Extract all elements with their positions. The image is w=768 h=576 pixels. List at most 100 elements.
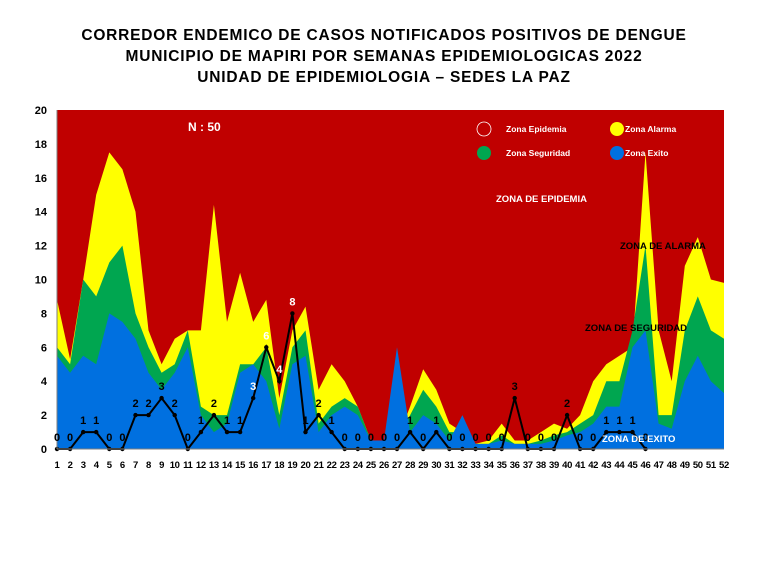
x-tick-label: 43: [601, 460, 611, 471]
casos-data-label: 6: [263, 330, 269, 342]
casos-data-label: 1: [616, 415, 622, 427]
casos-data-label: 0: [459, 432, 465, 444]
casos-point: [407, 429, 413, 435]
y-tick-label: 4: [41, 376, 48, 388]
x-tick-label: 29: [418, 460, 428, 471]
casos-data-label: 2: [132, 398, 138, 410]
casos-data-label: 0: [446, 432, 452, 444]
casos-point: [172, 412, 177, 418]
x-tick-label: 25: [366, 460, 377, 471]
casos-data-label: 0: [642, 432, 648, 444]
y-tick-label: 2: [41, 410, 47, 422]
y-tick-label: 16: [35, 173, 47, 185]
legend-label-epidemia: Zona Epidemia: [506, 124, 567, 134]
n-total-label: N : 50: [188, 120, 221, 134]
casos-point: [434, 429, 439, 435]
casos-point: [81, 429, 86, 435]
casos-point: [159, 395, 164, 401]
x-tick-label: 1: [55, 460, 61, 471]
casos-data-label: 0: [355, 432, 361, 444]
x-tick-label: 41: [575, 460, 586, 471]
zone-label-exito: ZONA DE EXITO: [602, 434, 675, 445]
x-tick-label: 2: [68, 460, 73, 471]
x-tick-label: 23: [340, 460, 350, 471]
casos-data-label: 0: [472, 432, 478, 444]
casos-data-label: 1: [302, 415, 308, 427]
zone-area-exito: [57, 313, 724, 449]
x-tick-label: 20: [301, 460, 311, 471]
x-tick-label: 22: [327, 460, 337, 471]
casos-data-label: 2: [316, 398, 322, 410]
casos-point: [329, 429, 334, 435]
legend-marker-epidemia: [476, 121, 492, 137]
x-tick-label: 38: [536, 460, 546, 471]
casos-data-label: 2: [145, 398, 151, 410]
casos-data-label: 8: [289, 296, 295, 308]
casos-point: [512, 395, 517, 401]
casos-point: [316, 412, 321, 418]
casos-point: [564, 412, 570, 418]
x-tick-label: 35: [497, 460, 508, 471]
y-tick-label: 6: [41, 342, 47, 354]
casos-data-label: 0: [577, 432, 583, 444]
casos-point: [630, 429, 635, 435]
chart-title-line2: MUNICIPIO DE MAPIRI POR SEMANAS EPIDEMIO…: [125, 48, 643, 65]
legend-label-seguridad: Zona Seguridad: [506, 148, 570, 158]
x-tick-label: 3: [81, 460, 86, 471]
zone-label-seguridad: ZONA DE SEGURIDAD: [585, 323, 687, 334]
x-tick-label: 19: [287, 460, 297, 471]
x-tick-label: 46: [641, 460, 651, 471]
x-tick-label: 12: [196, 460, 206, 471]
casos-data-label: 2: [172, 398, 178, 410]
y-tick-label: 0: [41, 444, 47, 456]
legend-marker-seguridad: [477, 146, 491, 160]
x-tick-label: 27: [392, 460, 402, 471]
casos-data-label: 0: [486, 432, 492, 444]
casos-data-label: 1: [629, 415, 635, 427]
x-tick-label: 18: [274, 460, 284, 471]
casos-data-label: 0: [420, 432, 426, 444]
x-tick-label: 32: [457, 460, 467, 471]
x-tick-label: 40: [562, 460, 572, 471]
casos-data-label: 2: [564, 398, 570, 410]
x-tick-label: 33: [471, 460, 481, 471]
zone-label-epidemia: ZONA DE EPIDEMIA: [496, 194, 587, 205]
casos-data-label: 0: [525, 432, 531, 444]
x-tick-label: 36: [510, 460, 520, 471]
x-tick-label: 52: [719, 460, 729, 471]
casos-point: [617, 429, 622, 435]
casos-data-label: 3: [250, 381, 256, 393]
casos-point: [211, 412, 217, 418]
zone-label-alarma: ZONA DE ALARMA: [620, 241, 706, 252]
x-tick-label: 31: [444, 460, 455, 471]
x-tick-label: 11: [183, 460, 193, 471]
casos-point: [604, 429, 609, 435]
y-tick-label: 14: [35, 207, 48, 219]
casos-point: [303, 429, 308, 435]
casos-data-label: 1: [198, 415, 204, 427]
legend: Zona Epidemia Zona Alarma Zona Seguridad…: [476, 121, 676, 160]
x-tick-label: 28: [405, 460, 415, 471]
y-tick-label: 10: [35, 275, 47, 287]
casos-data-label: 0: [106, 432, 112, 444]
x-tick-label: 14: [222, 460, 233, 471]
x-tick-label: 6: [120, 460, 125, 471]
casos-point: [264, 345, 269, 350]
casos-data-label: 0: [67, 432, 73, 444]
chart-title-line3: UNIDAD DE EPIDEMIOLOGIA – SEDES LA PAZ: [197, 69, 571, 86]
x-tick-label: 13: [209, 460, 219, 471]
casos-data-label: 0: [551, 432, 557, 444]
casos-data-label: 0: [185, 432, 191, 444]
x-tick-label: 5: [107, 460, 113, 471]
casos-point: [237, 429, 243, 435]
casos-data-label: 0: [119, 432, 125, 444]
casos-point: [133, 412, 138, 418]
x-tick-label: 16: [248, 460, 258, 471]
zone-area-alarma: [57, 152, 724, 449]
casos-data-label: 1: [603, 415, 609, 427]
casos-data-label: 1: [80, 415, 86, 427]
legend-label-alarma: Zona Alarma: [625, 124, 676, 134]
casos-point: [198, 429, 204, 435]
casos-data-label: 1: [237, 415, 243, 427]
